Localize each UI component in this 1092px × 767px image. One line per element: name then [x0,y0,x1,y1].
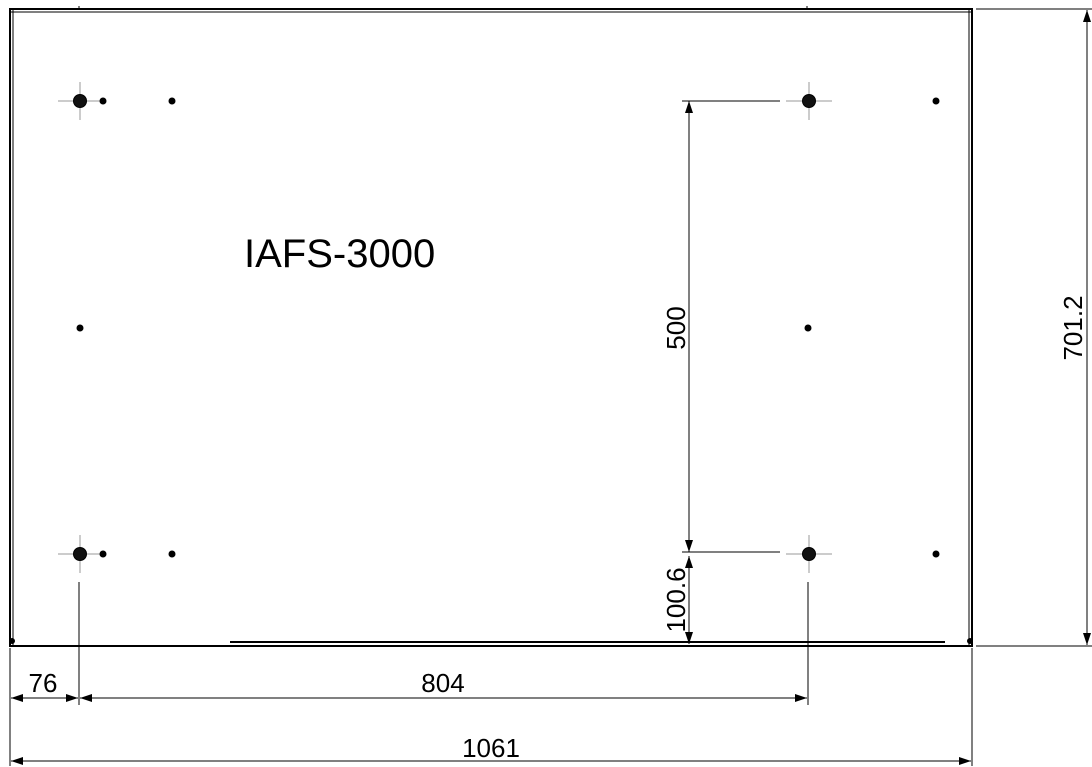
dimension-overall-width: 1061 [11,648,973,766]
small-hole [932,97,940,105]
small-hole [76,324,84,332]
small-hole [99,97,107,105]
dimension-overall-height: 701.2 [976,8,1092,647]
small-hole [932,550,940,558]
small-hole [168,97,176,105]
hole-bottom-right [786,535,832,573]
dimension-label-804: 804 [421,668,464,698]
small-hole [168,550,176,558]
hole-bottom-left [58,535,100,573]
dimension-hole-spacing-horizontal: 804 [80,582,809,705]
model-title: IAFS-3000 [244,232,435,276]
hole-top-right [786,82,832,120]
dimension-label-1061: 1061 [462,733,520,763]
plate-outline [9,6,973,647]
dimension-hole-spacing-vertical: 500 [661,100,780,553]
dimension-label-100-6: 100.6 [661,567,691,632]
dimension-hole-offset-left: 76 [9,582,80,766]
dimension-label-500: 500 [661,306,691,349]
hole-top-left [58,82,100,120]
small-hole [99,550,107,558]
dimension-hole-offset-bottom: 100.6 [661,556,693,644]
mounting-holes [58,82,940,573]
dimension-label-701-2: 701.2 [1058,295,1088,360]
dimension-label-76: 76 [29,668,58,698]
small-hole [804,324,812,332]
